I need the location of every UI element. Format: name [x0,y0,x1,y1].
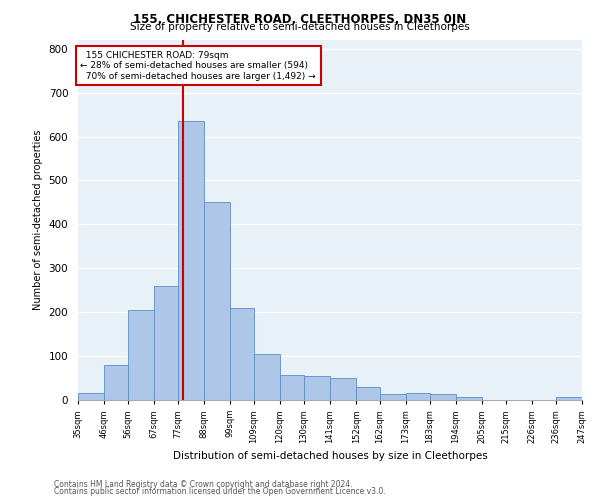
Bar [78,394,104,400]
Bar [556,397,582,400]
Bar [406,394,430,400]
Text: 155, CHICHESTER ROAD, CLEETHORPES, DN35 0JN: 155, CHICHESTER ROAD, CLEETHORPES, DN35 … [133,12,467,26]
Bar [356,387,380,400]
X-axis label: Distribution of semi-detached houses by size in Cleethorpes: Distribution of semi-detached houses by … [173,451,487,461]
Bar [154,286,178,400]
Bar [380,394,406,400]
Bar [128,310,154,400]
Bar [104,365,128,400]
Bar [178,121,204,400]
Bar [204,202,230,400]
Text: 155 CHICHESTER ROAD: 79sqm
← 28% of semi-detached houses are smaller (594)
  70%: 155 CHICHESTER ROAD: 79sqm ← 28% of semi… [80,51,316,81]
Bar [230,308,254,400]
Bar [280,374,304,400]
Text: Size of property relative to semi-detached houses in Cleethorpes: Size of property relative to semi-detach… [130,22,470,32]
Bar [254,354,280,400]
Text: Contains HM Land Registry data © Crown copyright and database right 2024.: Contains HM Land Registry data © Crown c… [54,480,353,489]
Bar [304,376,330,400]
Y-axis label: Number of semi-detached properties: Number of semi-detached properties [33,130,43,310]
Bar [330,378,356,400]
Bar [456,397,482,400]
Bar [430,394,456,400]
Text: Contains public sector information licensed under the Open Government Licence v3: Contains public sector information licen… [54,487,386,496]
